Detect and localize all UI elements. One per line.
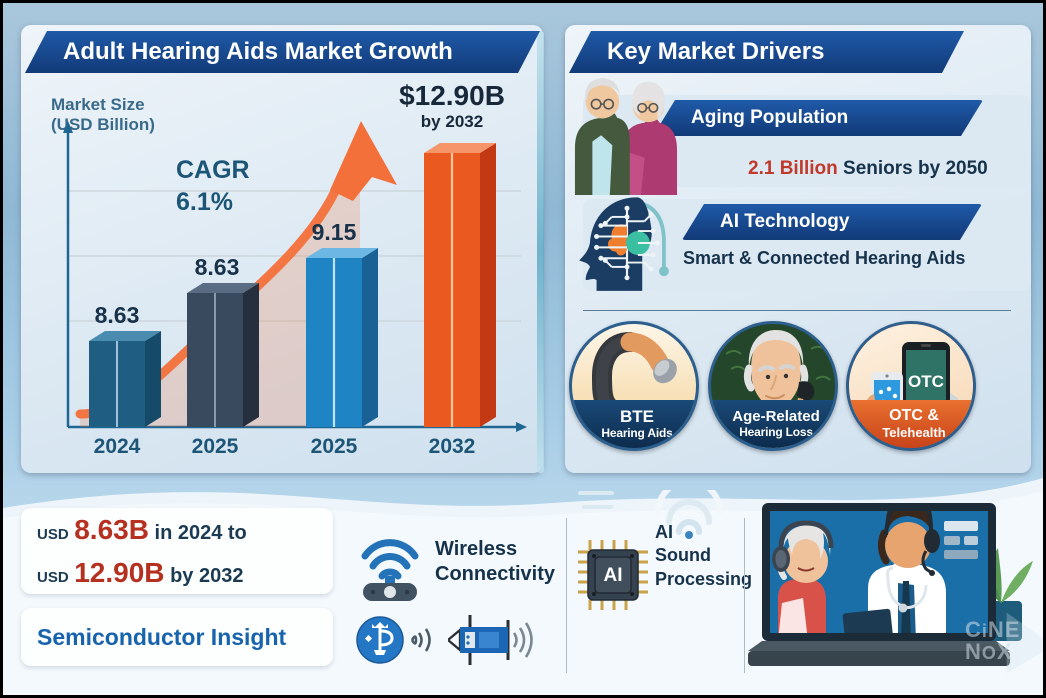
svg-text:by 2032: by 2032 [421,112,483,131]
svg-text:CAGR: CAGR [176,156,250,184]
svg-text:9.15: 9.15 [312,219,357,245]
svg-text:2025: 2025 [192,435,239,458]
svg-text:2025: 2025 [311,435,358,458]
svg-text:8.63: 8.63 [95,302,140,328]
svg-text:2032: 2032 [429,435,476,458]
svg-text:OTC: OTC [908,372,944,391]
svg-text:2024: 2024 [94,435,141,458]
svg-text:AI: AI [604,565,623,586]
svg-text:$12.90B: $12.90B [399,80,505,111]
svg-text:8.63: 8.63 [195,254,240,280]
svg-text:6.1%: 6.1% [176,188,233,216]
